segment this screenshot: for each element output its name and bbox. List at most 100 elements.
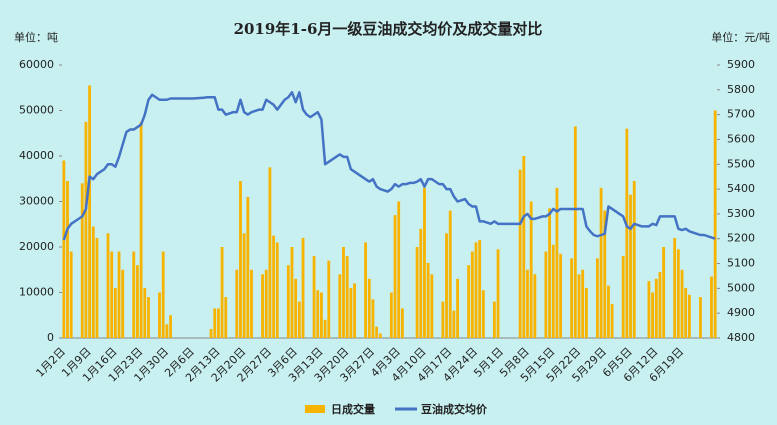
bar (239, 181, 242, 338)
bar (250, 269, 253, 338)
bar (110, 251, 114, 338)
legend-swatch (305, 405, 325, 413)
bar (290, 247, 294, 338)
y2-tick-label: 5100 (727, 257, 755, 270)
bar (216, 308, 220, 338)
bar (117, 251, 121, 338)
y2-tick-label: 5300 (727, 207, 755, 220)
bar (327, 260, 331, 338)
bar (651, 292, 655, 338)
bar (84, 121, 88, 338)
bar (389, 292, 393, 338)
bar (474, 242, 478, 338)
bar (430, 274, 434, 338)
bar (647, 281, 651, 338)
bar (397, 201, 401, 338)
bar (448, 210, 452, 338)
bar (584, 287, 588, 338)
bar (419, 228, 423, 338)
y-tick-label: 20000 (19, 240, 54, 253)
bar (165, 324, 169, 338)
bar (213, 308, 217, 338)
bar (688, 294, 691, 338)
bar (596, 258, 599, 338)
bar (452, 310, 456, 338)
bar (676, 249, 680, 338)
bar (680, 269, 684, 338)
bar (161, 251, 165, 338)
legend-label: 豆油成交均价 (421, 402, 488, 416)
bar (378, 333, 382, 338)
bar (551, 244, 555, 338)
bar (603, 210, 607, 338)
y2-tick-label: 5000 (727, 281, 755, 294)
bar (415, 247, 419, 338)
bar (345, 256, 349, 338)
bar (625, 128, 629, 338)
bar (62, 160, 66, 338)
bar (673, 237, 677, 338)
legend-label: 日成交量 (331, 402, 375, 416)
bar (80, 183, 84, 338)
bar (662, 247, 666, 338)
bar (69, 251, 73, 338)
bar (423, 187, 426, 338)
bar (621, 256, 625, 338)
y2-tick-label: 5500 (727, 157, 755, 170)
bar (533, 274, 537, 338)
bar (445, 233, 448, 338)
bar (224, 297, 228, 338)
y-unit: 单位：吨 (14, 30, 58, 44)
y2-tick-label: 5600 (727, 132, 755, 145)
bar (91, 226, 95, 338)
bar (275, 242, 279, 338)
bar (136, 265, 139, 338)
bar (338, 274, 342, 338)
bar (573, 126, 577, 338)
bar (367, 278, 371, 338)
bar (342, 247, 345, 338)
bar (375, 326, 379, 338)
chart-title: 2019年1-6月一级豆油成交均价及成交量对比 (234, 20, 543, 38)
bar (599, 187, 603, 338)
bar (481, 290, 485, 338)
bar (371, 299, 375, 338)
y2-tick-label: 4900 (727, 306, 755, 319)
bar (610, 303, 614, 338)
bar (713, 110, 717, 338)
bar (66, 181, 69, 338)
bar (272, 235, 275, 338)
price-line (62, 91, 716, 241)
bar (522, 156, 526, 338)
bar (699, 297, 702, 338)
y2-unit: 单位：元/吨 (711, 30, 770, 44)
bar (529, 201, 533, 338)
bar (220, 247, 224, 338)
bar (320, 292, 323, 338)
y-tick-label: 50000 (19, 104, 54, 117)
bar (518, 169, 522, 338)
bar (400, 308, 404, 338)
bar (581, 269, 585, 338)
bar (246, 196, 250, 338)
y-tick-label: 10000 (19, 286, 54, 299)
y2-tick-label: 5800 (727, 83, 755, 96)
y-tick-label: 40000 (19, 149, 54, 162)
bar (143, 287, 147, 338)
bar (132, 251, 136, 338)
bar (264, 269, 268, 338)
y2-tick-label: 5700 (727, 108, 755, 121)
bar (496, 249, 500, 338)
bar (88, 85, 91, 338)
bar (629, 194, 632, 338)
bar (268, 167, 272, 338)
bar (121, 269, 125, 338)
y2-tick-label: 5400 (727, 182, 755, 195)
bar (548, 208, 551, 338)
bar (242, 233, 246, 338)
bar (478, 240, 482, 338)
y2-tick-label: 5200 (727, 232, 755, 245)
y-tick-label: 60000 (19, 58, 54, 71)
bar (106, 233, 110, 338)
bar (261, 274, 264, 338)
